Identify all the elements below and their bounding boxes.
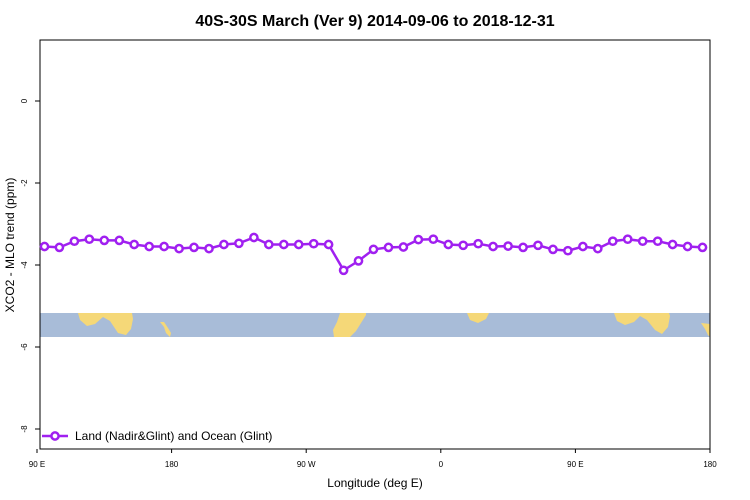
data-point [263, 239, 274, 250]
land-south-america [333, 313, 366, 337]
x-tick-label: 0 [439, 460, 444, 469]
legend-label: Land (Nadir&Glint) and Ocean (Glint) [75, 429, 272, 443]
data-point [428, 234, 439, 245]
data-point [84, 234, 95, 245]
data-point [458, 240, 469, 251]
legend: Land (Nadir&Glint) and Ocean (Glint) [42, 429, 272, 443]
chart-title: 40S-30S March (Ver 9) 2014-09-06 to 2018… [195, 13, 554, 30]
x-tick-label: 180 [165, 460, 179, 469]
data-point [488, 241, 498, 252]
legend-marker-swatch [50, 431, 60, 441]
plot-frame [39, 39, 711, 450]
data-point [667, 239, 678, 250]
data-point [338, 265, 349, 276]
data-point [353, 256, 364, 266]
data-point [39, 241, 50, 252]
data-point [473, 238, 484, 249]
series-group [39, 232, 708, 276]
data-point [398, 242, 409, 252]
data-point [129, 239, 140, 250]
data-point [368, 244, 379, 255]
data-point [637, 236, 648, 247]
data-point [54, 242, 65, 253]
data-point [308, 238, 319, 249]
data-point [518, 242, 528, 253]
data-point [189, 242, 199, 253]
y-axis: 0 -2 -4 -6 -8 [20, 98, 40, 433]
data-point [413, 234, 424, 245]
data-point [159, 241, 169, 252]
y-tick-label: -4 [20, 261, 29, 269]
land-australia-west [78, 313, 133, 335]
x-tick-label: 180 [703, 460, 717, 469]
data-point [682, 241, 693, 252]
data-point [323, 239, 334, 250]
data-point [114, 235, 125, 246]
x-tick-label: 90 E [29, 460, 45, 469]
data-point [293, 239, 304, 250]
data-point [592, 243, 603, 254]
data-point [278, 239, 289, 250]
series-points [39, 232, 708, 276]
data-point [69, 236, 80, 247]
x-tick-label: 90 W [297, 460, 316, 469]
data-point [622, 234, 633, 245]
data-point [503, 241, 513, 251]
y-tick-label: -8 [20, 425, 29, 433]
data-point [578, 241, 588, 252]
data-point [563, 245, 573, 256]
data-point [219, 239, 229, 250]
land-australia-east [614, 313, 670, 334]
ocean-band [40, 313, 710, 337]
data-point [443, 239, 454, 250]
data-point [548, 244, 558, 255]
data-point [174, 243, 184, 254]
data-point [144, 241, 155, 252]
land-new-zealand [160, 322, 171, 337]
x-axis: 90 E 180 90 W 0 90 E 180 [29, 449, 717, 469]
data-point [249, 232, 259, 243]
x-axis-label: Longitude (deg E) [327, 476, 422, 490]
data-point [204, 243, 214, 254]
land-south-africa [467, 313, 489, 323]
y-tick-label: -6 [20, 343, 29, 351]
y-axis-label: XCO2 - MLO trend (ppm) [3, 178, 17, 313]
data-point [533, 240, 543, 251]
map-strip [40, 313, 710, 337]
y-tick-label: -2 [20, 179, 29, 187]
data-point [697, 242, 708, 253]
y-tick-label: 0 [20, 98, 29, 103]
x-tick-label: 90 E [567, 460, 583, 469]
data-point [652, 236, 663, 247]
land-new-zealand-east [701, 323, 710, 337]
data-point [383, 242, 394, 253]
data-point [234, 238, 244, 249]
data-point [99, 235, 110, 246]
data-point [607, 236, 618, 247]
